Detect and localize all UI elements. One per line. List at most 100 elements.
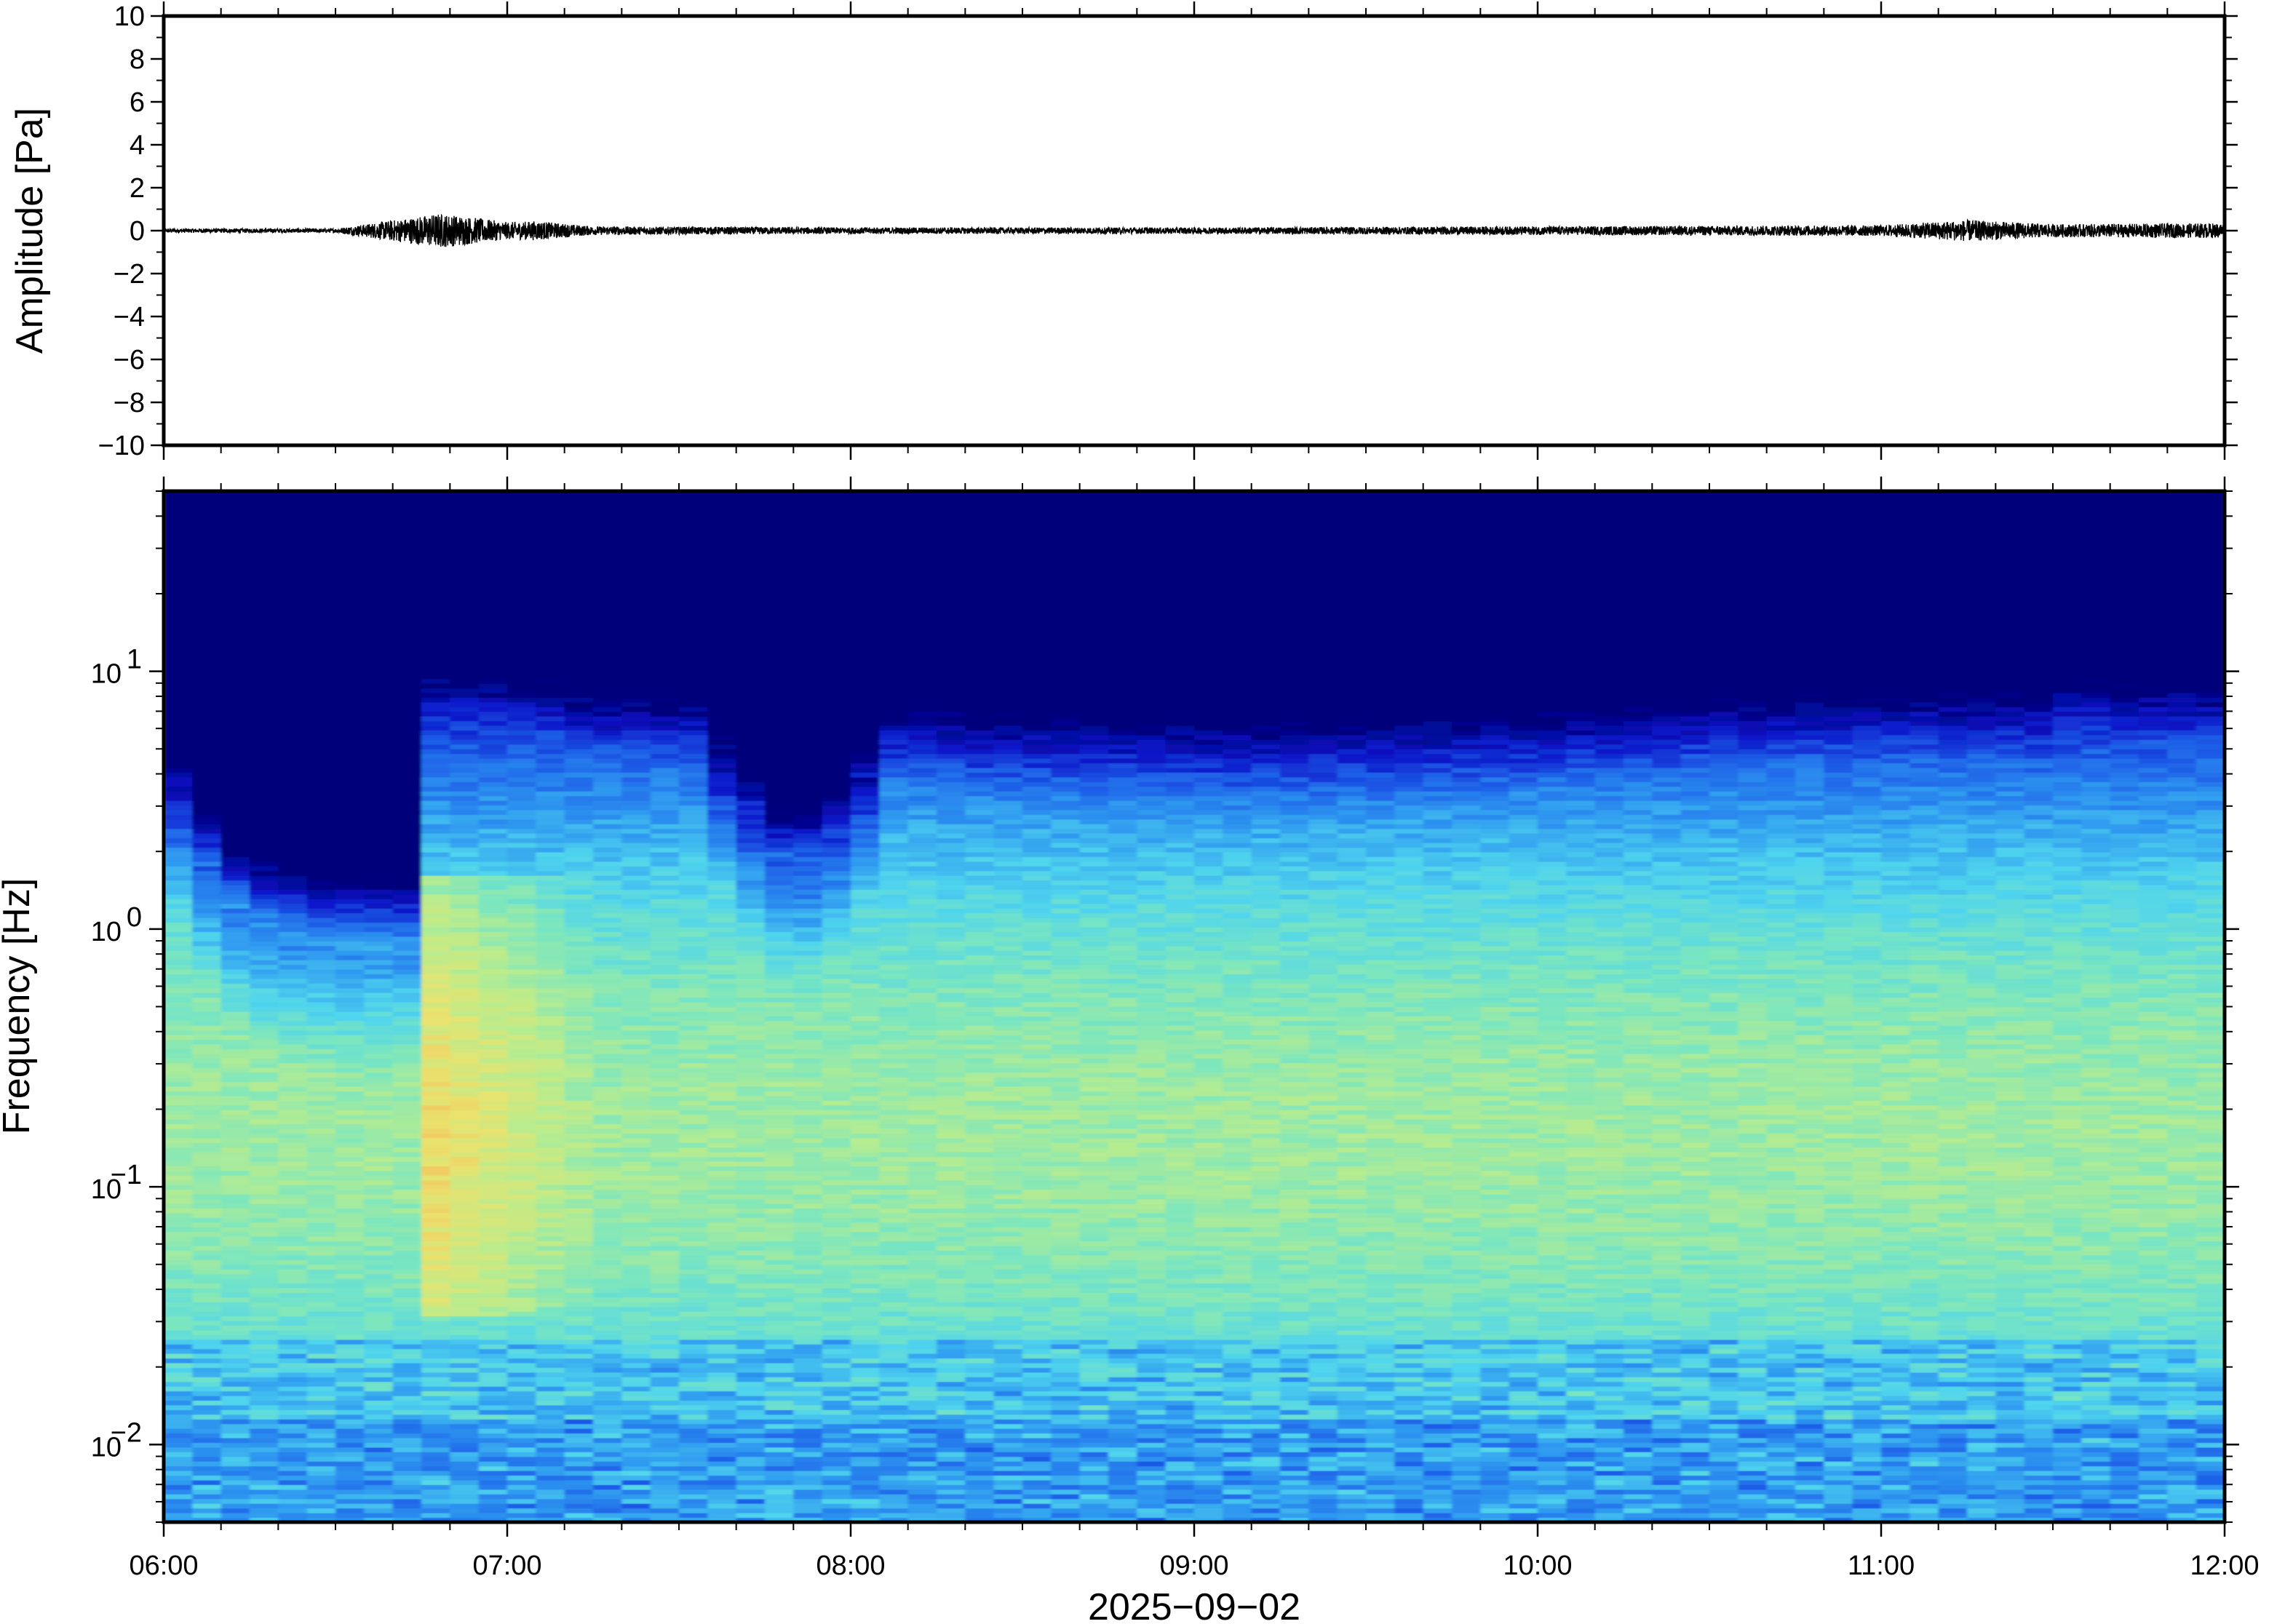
spectrogram-cell <box>278 1428 307 1433</box>
spectrogram-cell <box>765 566 794 571</box>
spectrogram-cell <box>736 1278 766 1283</box>
spectrogram-cell <box>536 805 565 811</box>
spectrogram-cell <box>250 885 279 890</box>
spectrogram-cell <box>278 1105 307 1110</box>
spectrogram-cell <box>250 979 279 984</box>
spectrogram-cell <box>421 1274 450 1279</box>
spectrogram-cell <box>593 1105 622 1110</box>
spectrogram-cell <box>192 1255 221 1260</box>
spectrogram-cell <box>679 1217 708 1222</box>
spectrogram-cell <box>765 1358 794 1364</box>
spectrogram-cell <box>393 679 422 684</box>
spectrogram-cell <box>164 1405 193 1410</box>
spectrogram-cell <box>221 1124 250 1129</box>
spectrogram-cell <box>221 1503 250 1508</box>
spectrogram-cell <box>421 936 450 942</box>
spectrogram-cell <box>278 1175 307 1180</box>
spectrogram-cell <box>278 1054 307 1059</box>
spectrogram-cell <box>307 880 336 885</box>
spectrogram-cell <box>278 706 307 712</box>
spectrogram-cell <box>736 749 766 754</box>
spectrogram-cell <box>507 871 536 876</box>
spectrogram-cell <box>192 1326 221 1331</box>
spectrogram-cell <box>364 1499 393 1504</box>
spectrogram-cell <box>393 1217 422 1222</box>
spectrogram-cell <box>250 1424 279 1429</box>
spectrogram-cell <box>164 1161 193 1166</box>
spectrogram-cell <box>335 1452 365 1457</box>
spectrogram-cell <box>679 758 708 763</box>
spectrogram-cell <box>736 1452 766 1457</box>
spectrogram-cell <box>736 1072 766 1078</box>
spectrogram-cell <box>164 495 193 501</box>
spectrogram-cell <box>593 571 622 576</box>
spectrogram-cell <box>593 833 622 838</box>
spectrogram-cell <box>536 1119 565 1124</box>
spectrogram-cell <box>651 1199 680 1204</box>
spectrogram-cell <box>507 1011 536 1016</box>
spectrogram-cell <box>364 1494 393 1499</box>
spectrogram-cell <box>278 781 307 787</box>
spectrogram-cell <box>164 1368 193 1373</box>
spectrogram-cell <box>307 1326 336 1331</box>
spectrogram-cell <box>536 1209 565 1214</box>
spectrogram-cell <box>621 524 651 529</box>
spectrogram-cell <box>364 833 393 838</box>
spectrogram-cell <box>335 725 365 731</box>
spectrogram-cell <box>307 1194 336 1199</box>
spectrogram-cell <box>221 1072 250 1078</box>
spectrogram-cell <box>651 1485 680 1490</box>
spectrogram-cell <box>593 955 622 960</box>
spectrogram-cell <box>192 1058 221 1063</box>
spectrogram-cell <box>565 936 594 942</box>
spectrogram-cell <box>307 1344 336 1349</box>
spectrogram-cell <box>250 735 279 740</box>
spectrogram-cell <box>651 1030 680 1035</box>
spectrogram-cell <box>421 885 450 890</box>
spectrogram-cell <box>621 660 651 665</box>
spectrogram-cell <box>335 1035 365 1040</box>
spectrogram-cell <box>335 1166 365 1171</box>
spectrogram-cell <box>250 768 279 773</box>
spectrogram-cell <box>765 833 794 838</box>
spectrogram-cell <box>736 1147 766 1153</box>
spectrogram-cell <box>335 683 365 688</box>
spectrogram-cell <box>250 856 279 861</box>
spectrogram-cell <box>507 716 536 721</box>
spectrogram-cell <box>192 1077 221 1082</box>
spectrogram-cell <box>536 1302 565 1307</box>
spectrogram-cell <box>278 768 307 773</box>
spectrogram-cell <box>192 1124 221 1129</box>
spectrogram-cell <box>707 1232 736 1237</box>
spectrogram-cell <box>393 1476 422 1481</box>
spectrogram-cell <box>736 875 766 880</box>
spectrogram-cell <box>278 1025 307 1030</box>
spectrogram-cell <box>479 1115 508 1120</box>
spectrogram-cell <box>450 1461 479 1466</box>
spectrogram-cell <box>479 1349 508 1354</box>
spectrogram-cell <box>507 650 536 656</box>
spectrogram-cell <box>307 721 336 726</box>
spectrogram-cell <box>307 1067 336 1072</box>
spectrogram-cell <box>393 969 422 974</box>
spectrogram-cell <box>421 739 450 744</box>
spectrogram-cell <box>651 998 680 1003</box>
spectrogram-cell <box>393 664 422 669</box>
spectrogram-cell <box>736 1236 766 1241</box>
spectrogram-cell <box>221 1499 250 1504</box>
spectrogram-cell <box>679 543 708 548</box>
spectrogram-cell <box>593 918 622 923</box>
spectrogram-cell <box>421 697 450 702</box>
spectrogram-cell <box>393 810 422 815</box>
spectrogram-cell <box>307 1494 336 1499</box>
spectrogram-cell <box>736 1049 766 1054</box>
spectrogram-cell <box>250 495 279 501</box>
spectrogram-cell <box>364 787 393 792</box>
spectrogram-cell <box>278 632 307 637</box>
spectrogram-cell <box>621 562 651 567</box>
spectrogram-cell <box>278 796 307 801</box>
spectrogram-cell <box>450 1307 479 1312</box>
spectrogram-cell <box>507 1086 536 1091</box>
spectrogram-cell <box>221 1334 250 1340</box>
spectrogram-cell <box>479 960 508 965</box>
